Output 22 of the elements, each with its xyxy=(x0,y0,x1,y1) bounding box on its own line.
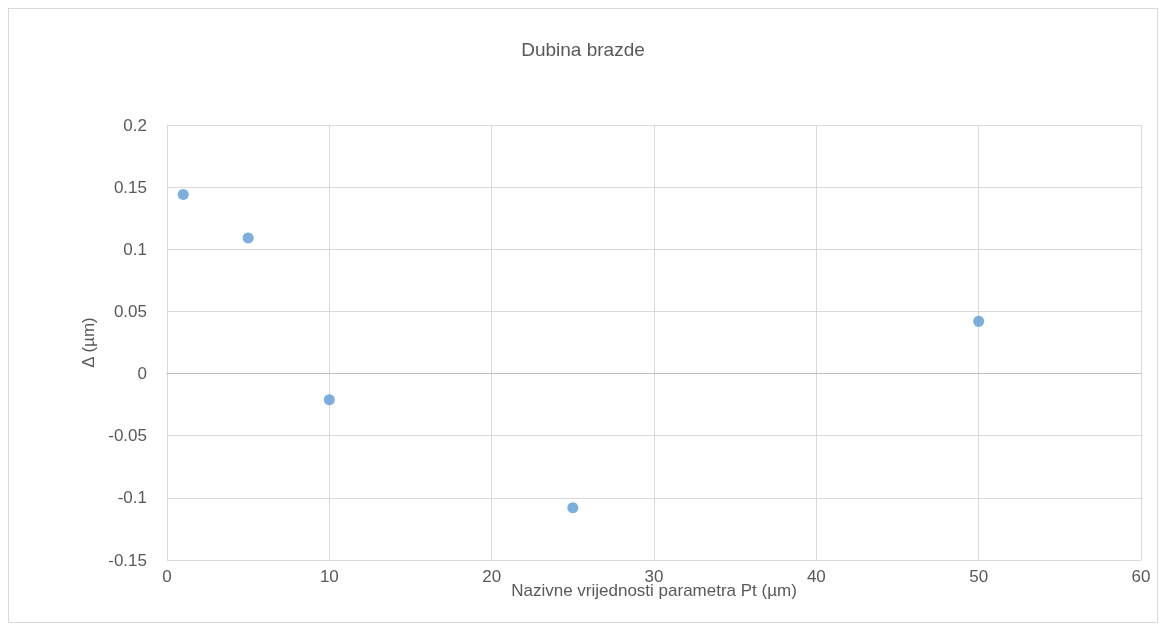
y-tick-label: 0.1 xyxy=(123,239,147,259)
point xyxy=(242,232,254,244)
x-tick-label: 20 xyxy=(482,567,502,586)
x-tick-label: 50 xyxy=(969,567,989,586)
chart-title: Dubina brazde xyxy=(521,39,645,60)
x-tick-label: 0 xyxy=(162,567,172,586)
y-tick-label: -0.1 xyxy=(117,488,147,508)
x-axis-title: Nazivne vrijednosti parametra Pt (µm) xyxy=(511,581,797,600)
y-tick-label: -0.15 xyxy=(108,550,147,570)
point xyxy=(323,394,335,406)
y-tick-label: 0.05 xyxy=(113,301,147,321)
y-tick-label: 0.15 xyxy=(113,177,147,197)
y-tick-label: -0.05 xyxy=(108,426,147,446)
x-tick-label: 40 xyxy=(806,567,826,586)
point xyxy=(973,315,985,327)
y-tick-label: 0.2 xyxy=(123,115,147,135)
point xyxy=(567,502,579,514)
y-axis-title: Δ (µm) xyxy=(79,317,98,368)
x-tick-label: 60 xyxy=(1131,567,1151,586)
y-tick-label: 0 xyxy=(137,364,147,384)
point xyxy=(177,189,189,201)
x-tick-label: 10 xyxy=(319,567,339,586)
